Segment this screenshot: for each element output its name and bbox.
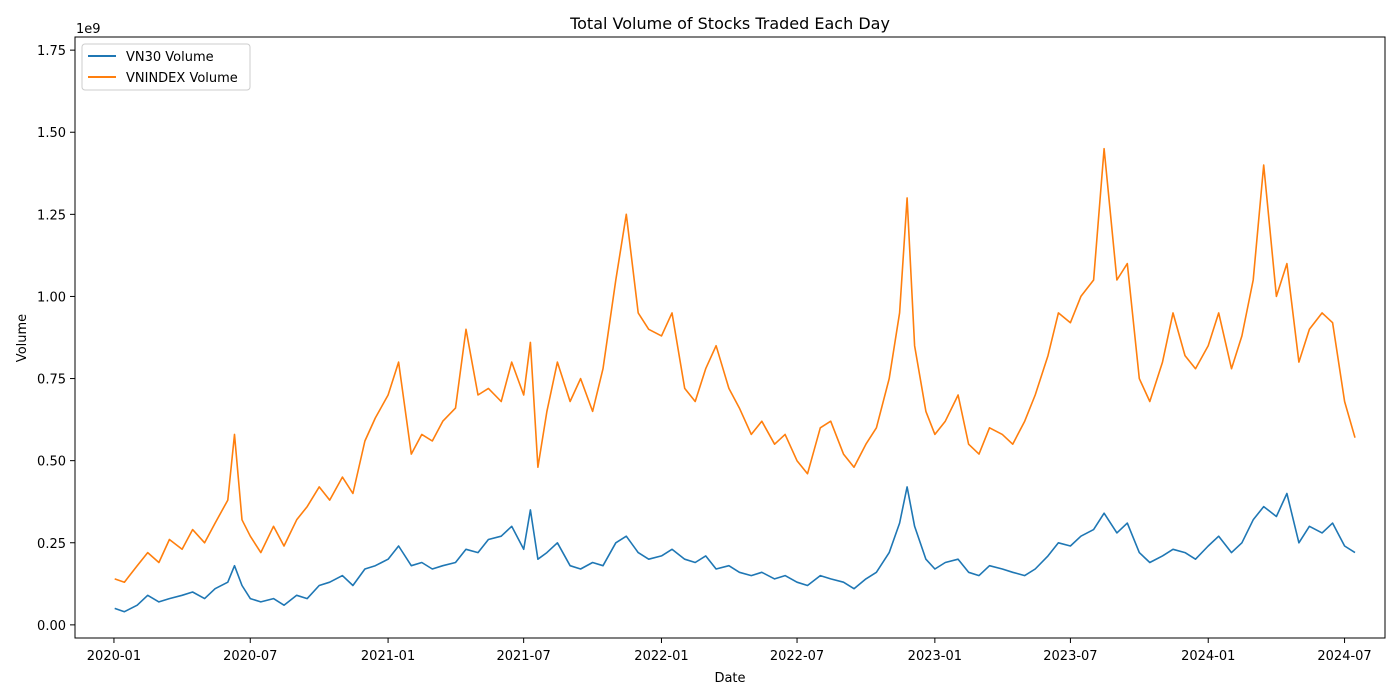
series-layer [114, 147, 1356, 613]
chart-title: Total Volume of Stocks Traded Each Day [569, 14, 890, 33]
x-tick-label: 2023-01 [908, 649, 962, 664]
y-tick-label: 1.75 [37, 44, 66, 59]
x-axis-label: Date [714, 671, 745, 686]
series-line-vn30 [114, 486, 1356, 613]
x-tick-label: 2021-01 [361, 649, 415, 664]
x-tick-label: 2022-01 [634, 649, 688, 664]
x-tick-label: 2024-07 [1317, 649, 1371, 664]
x-tick-label: 2023-07 [1043, 649, 1097, 664]
legend-box [81, 43, 251, 91]
y-tick-label: 0.00 [37, 619, 66, 634]
x-tick-label: 2020-01 [87, 649, 141, 664]
y-axis-label: Volume [15, 314, 30, 362]
legend-label-vn30: VN30 Volume [126, 50, 214, 65]
axis-ticks: 2020-01 2020-07 2021-01 2021-07 2022-01 2022-… [37, 44, 1372, 664]
x-tick-label: 2024-01 [1181, 649, 1235, 664]
legend: VN30 Volume VNINDEX Volume [81, 43, 251, 91]
y-tick-label: 0.75 [37, 373, 66, 388]
y-axis-offset-label: 1e9 [76, 22, 101, 37]
x-tick-label: 2021-07 [496, 649, 550, 664]
y-tick-label: 1.00 [37, 290, 66, 305]
legend-label-vnindex: VNINDEX Volume [126, 71, 238, 86]
plot-frame [74, 36, 1386, 639]
y-tick-label: 1.25 [37, 208, 66, 223]
y-tick-label: 0.25 [37, 537, 66, 552]
x-tick-label: 2020-07 [223, 649, 277, 664]
y-tick-label: 1.50 [37, 126, 66, 141]
series-line-vnindex [114, 147, 1356, 584]
y-tick-label: 0.50 [37, 455, 66, 470]
x-tick-label: 2022-07 [770, 649, 824, 664]
